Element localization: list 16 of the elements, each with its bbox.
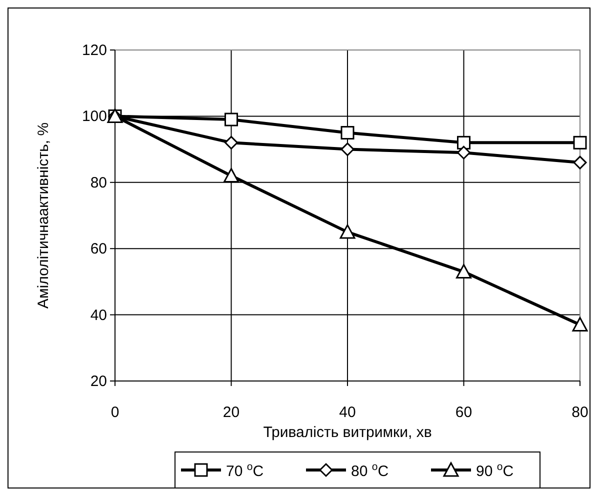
x-tick-label: 80 (572, 404, 588, 421)
y-tick-label: 40 (90, 306, 107, 324)
x-tick-label: 40 (339, 404, 356, 421)
x-tick-label: 20 (222, 404, 240, 421)
y-tick-label: 20 (90, 373, 107, 390)
y-tick-label: 80 (90, 174, 107, 192)
x-tick-label: 0 (110, 404, 120, 421)
y-tick-label: 100 (82, 108, 107, 126)
legend-label: 90 $^{o}$C (476, 461, 514, 480)
legend-label: 80 $^{o}$C (351, 461, 389, 480)
x-axis-title: Тривалість витримки, хв (263, 424, 432, 441)
legend-label: 70 $^{o}$C (226, 461, 264, 480)
y-axis-title: Амілолітичнаактивність, % (35, 122, 52, 309)
y-tick-label: 60 (90, 240, 107, 258)
y-tick-label: 120 (82, 42, 107, 59)
x-tick-label: 60 (455, 404, 472, 421)
